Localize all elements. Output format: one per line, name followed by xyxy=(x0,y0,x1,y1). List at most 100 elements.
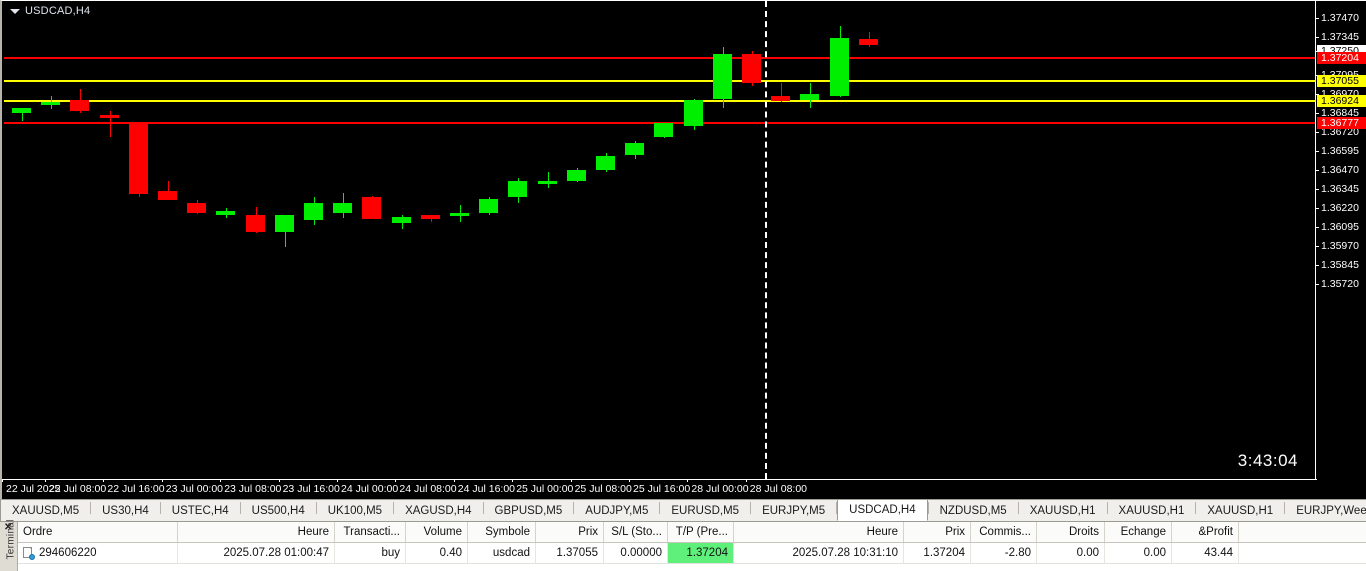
tab-us500-h4[interactable]: US500,H4 xyxy=(251,504,305,517)
column-header-echange[interactable]: Echange xyxy=(1105,522,1172,542)
cell-ordre[interactable]: 294606220 xyxy=(18,543,178,563)
tab-separator xyxy=(393,502,395,514)
candle-body xyxy=(304,203,323,221)
candle-wick xyxy=(781,83,783,103)
table-header-row[interactable]: Ordre Heure Transacti... Volume Symbole Prix S… xyxy=(18,522,1366,543)
cell-prix_close[interactable]: 1.37204 xyxy=(904,543,971,563)
chart-plot-area[interactable] xyxy=(4,1,1317,479)
column-header-profit[interactable]: &Profit xyxy=(1172,522,1239,542)
cell-prix_open[interactable]: 1.37055 xyxy=(536,543,604,563)
tab-xauusd-m5[interactable]: XAUUSD,M5 xyxy=(12,504,80,517)
tab-xauusd-h1[interactable]: XAUUSD,H1 xyxy=(1207,504,1274,517)
tab-eurjpy-m5[interactable]: EURJPY,M5 xyxy=(762,504,826,517)
price-axis[interactable]: 1.374701.373451.372501.370951.369701.368… xyxy=(1315,1,1366,500)
tab-separator xyxy=(750,502,752,514)
cell-droits[interactable]: 0.00 xyxy=(1037,543,1105,563)
candle-body xyxy=(362,197,382,219)
chevron-down-icon[interactable] xyxy=(10,8,20,14)
chart-symbol-label: USDCAD,H4 xyxy=(25,5,91,17)
cell-sl[interactable]: 0.00000 xyxy=(604,543,668,563)
price-tick-1.36470: 1.36470 xyxy=(1316,165,1359,176)
tab-ustec-h4[interactable]: USTEC,H4 xyxy=(171,504,229,517)
cell-commission[interactable]: -2.80 xyxy=(971,543,1037,563)
time-tick-0: 22 Jul 2025 xyxy=(1,479,61,495)
candle-body xyxy=(566,170,586,181)
tab-us30-h4[interactable]: US30,H4 xyxy=(102,504,149,517)
column-header-heure_close[interactable]: Heure xyxy=(734,522,904,542)
terminal-panel[interactable]: ✕ Terminal Ordre Heure Transacti... Volume S… xyxy=(0,519,1366,571)
candle-body xyxy=(12,107,31,113)
column-header-prix_open[interactable]: Prix xyxy=(536,522,604,542)
column-header-prix_close[interactable]: Prix xyxy=(904,522,971,542)
tab-audjpy-m5[interactable]: AUDJPY,M5 xyxy=(585,504,649,517)
terminal-sidebar[interactable]: ✕ Terminal xyxy=(0,519,18,571)
tab-eurusd-m5[interactable]: EURUSD,M5 xyxy=(671,504,740,517)
price-level-label-1.37055[interactable]: 1.37055 xyxy=(1317,75,1366,88)
candle-body xyxy=(333,203,353,213)
cell-echange[interactable]: 0.00 xyxy=(1105,543,1172,563)
candle-body xyxy=(41,102,61,106)
close-icon[interactable]: ✕ xyxy=(4,522,13,533)
candle-wick xyxy=(51,95,53,110)
cell-heure_open[interactable]: 2025.07.28 01:00:47 xyxy=(178,543,335,563)
tab-uk100-m5[interactable]: UK100,M5 xyxy=(327,504,383,517)
candle-wick xyxy=(547,171,549,189)
tab-xauusd-h1[interactable]: XAUUSD,H1 xyxy=(1029,504,1096,517)
price-level-label-1.36924[interactable]: 1.36924 xyxy=(1317,94,1366,107)
trade-history-table[interactable]: Ordre Heure Transacti... Volume Symbole Prix S… xyxy=(18,522,1366,571)
tab-usdcad-h4[interactable]: USDCAD,H4 xyxy=(837,499,928,521)
price-level-line-1.37204[interactable] xyxy=(4,57,1317,60)
price-level-line-1.36924[interactable] xyxy=(4,99,1317,102)
tab-nzdusd-m5[interactable]: NZDUSD,M5 xyxy=(939,504,1007,517)
price-tick-1.37345: 1.37345 xyxy=(1316,32,1359,43)
tab-separator xyxy=(573,502,575,514)
candle-body xyxy=(187,203,207,213)
tab-xagusd-h4[interactable]: XAGUSD,H4 xyxy=(405,504,472,517)
chart-title[interactable]: USDCAD,H4 xyxy=(10,5,90,17)
column-header-symbole[interactable]: Symbole xyxy=(468,522,536,542)
column-header-commentaire[interactable]: Commentaire xyxy=(1239,522,1366,542)
tab-separator xyxy=(1284,502,1286,514)
tab-xauusd-h1[interactable]: XAUUSD,H1 xyxy=(1118,504,1185,517)
candle-body xyxy=(158,191,177,200)
column-header-droits[interactable]: Droits xyxy=(1037,522,1105,542)
cell-transaction[interactable]: buy xyxy=(335,543,406,563)
candle-body xyxy=(274,214,294,233)
candle-body xyxy=(216,211,236,215)
column-header-sl[interactable]: S/L (Sto... xyxy=(604,522,668,542)
column-header-transaction[interactable]: Transacti... xyxy=(335,522,406,542)
price-level-label-1.36777[interactable]: 1.36777 xyxy=(1317,117,1366,130)
price-level-label-1.37204[interactable]: 1.37204 xyxy=(1317,52,1366,65)
column-header-ordre[interactable]: Ordre xyxy=(18,522,178,542)
tab-separator xyxy=(90,502,92,514)
tab-separator xyxy=(482,502,484,514)
price-tick-1.35845: 1.35845 xyxy=(1316,260,1359,271)
column-header-volume[interactable]: Volume xyxy=(406,522,468,542)
tab-gbpusd-m5[interactable]: GBPUSD,M5 xyxy=(494,504,563,517)
candle-body xyxy=(450,213,469,217)
cell-heure_close[interactable]: 2025.07.28 10:31:10 xyxy=(734,543,904,563)
column-header-commission[interactable]: Commis... xyxy=(971,522,1037,542)
tab-separator xyxy=(927,502,929,514)
column-header-tp[interactable]: T/P (Pre... xyxy=(668,522,734,542)
price-level-line-1.37055[interactable] xyxy=(4,80,1317,83)
cell-profit[interactable]: 43.44 xyxy=(1172,543,1239,563)
cell-tp[interactable]: 1.37204 xyxy=(668,543,734,563)
cell-volume[interactable]: 0.40 xyxy=(406,543,468,563)
chart-window[interactable]: USDCAD,H4 1.374701.373451.372501.370951.… xyxy=(0,0,1366,500)
time-axis[interactable]: 22 Jul 2025 22 Jul 08:00 22 Jul 16:00 23 Ju… xyxy=(1,479,1317,500)
cell-symbole[interactable]: usdcad xyxy=(468,543,536,563)
table-row[interactable]: 294606220 2025.07.28 01:00:47 buy 0.40 usdca… xyxy=(18,543,1366,564)
candle-body xyxy=(391,217,411,224)
candle-body xyxy=(70,100,90,112)
cell-commentaire[interactable]: [tp] xyxy=(1239,543,1366,563)
price-tick-1.36095: 1.36095 xyxy=(1316,222,1359,233)
tab-eurjpy-weekly[interactable]: EURJPY,Weekly xyxy=(1296,504,1366,517)
table-body[interactable]: 294606220 2025.07.28 01:00:47 buy 0.40 usdca… xyxy=(18,543,1366,564)
time-tick-7: 24 Jul 08:00 xyxy=(395,479,457,495)
time-tick-6: 24 Jul 00:00 xyxy=(336,479,399,495)
candle-wick xyxy=(168,181,169,200)
candle-body xyxy=(858,39,878,46)
chart-tab-bar[interactable]: XAUUSD,M5 US30,H4 USTEC,H4 US500,H4 UK100,M5… xyxy=(0,499,1366,521)
column-header-heure_open[interactable]: Heure xyxy=(178,522,335,542)
